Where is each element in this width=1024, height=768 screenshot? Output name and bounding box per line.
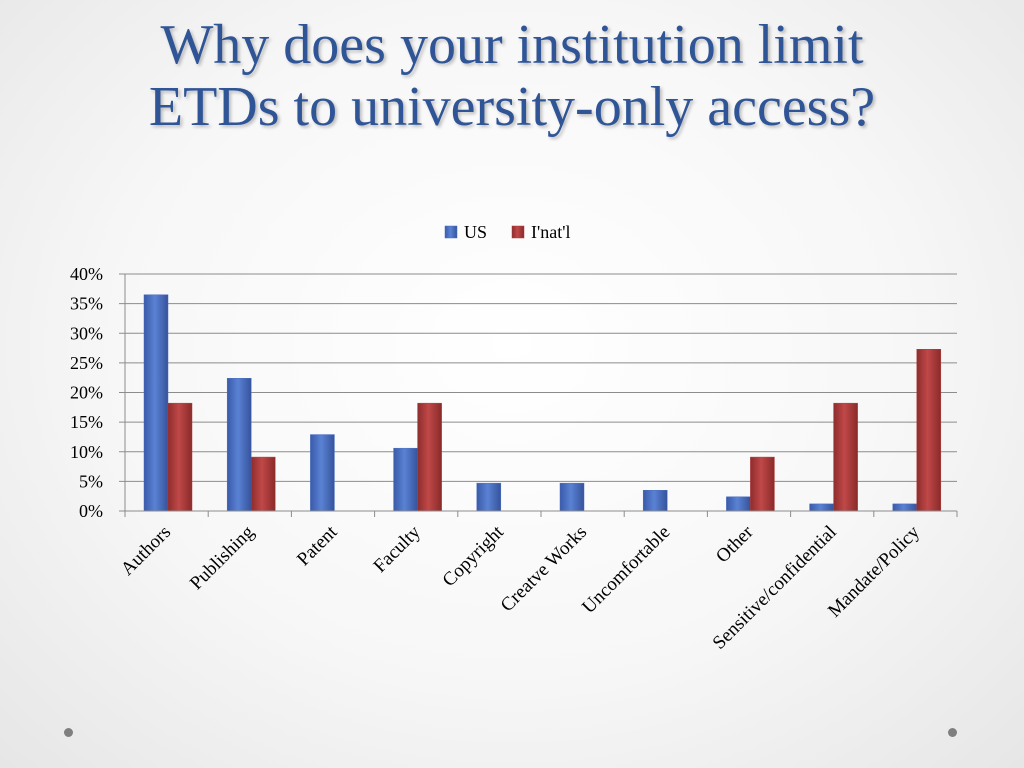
- x-tick-label: Creatve Works: [497, 522, 591, 616]
- x-tick-label: Patent: [293, 521, 342, 570]
- slide-dot-right: [948, 728, 957, 737]
- bar-us: [559, 482, 585, 512]
- title-line-2: ETDs to university-only access?: [148, 76, 876, 138]
- y-tick-label: 15%: [70, 412, 103, 432]
- bar-us: [476, 482, 502, 512]
- chart-bars: [143, 294, 942, 512]
- x-tick-label: Copyright: [439, 521, 509, 591]
- bar-us: [726, 496, 751, 512]
- chart-gridlines: [125, 273, 957, 482]
- bar-us: [226, 378, 252, 512]
- x-tick-label: Authors: [117, 522, 175, 580]
- bar-us: [642, 490, 668, 512]
- bar-intl: [916, 348, 942, 512]
- x-tick-label: Other: [712, 521, 758, 567]
- y-tick-label: 35%: [70, 294, 103, 314]
- bar-intl: [250, 456, 276, 512]
- bar-us: [143, 294, 169, 512]
- legend-label: I'nat'l: [531, 222, 570, 242]
- x-tick-label: Faculty: [370, 521, 426, 577]
- bar-us: [393, 447, 418, 512]
- x-tick-label: Publishing: [186, 521, 259, 594]
- slide-dot-left: [64, 728, 73, 737]
- legend-label: US: [464, 222, 487, 242]
- y-tick-label: 25%: [70, 353, 103, 373]
- x-tick-label: Uncomfortable: [578, 522, 674, 618]
- y-tick-label: 30%: [70, 323, 103, 343]
- bar-us: [310, 434, 335, 512]
- y-tick-label: 5%: [79, 471, 103, 491]
- legend-swatch: [444, 225, 458, 239]
- chart-legend: US I'nat'l: [444, 222, 570, 242]
- bar-intl: [750, 456, 775, 512]
- bar-intl: [833, 402, 858, 512]
- bar-intl: [167, 402, 193, 512]
- y-tick-label: 40%: [70, 264, 103, 284]
- bar-intl: [417, 402, 442, 512]
- y-tick-label: 10%: [70, 442, 103, 462]
- y-tick-label: 20%: [70, 383, 103, 403]
- legend-swatch: [511, 225, 525, 239]
- y-tick-label: 0%: [79, 501, 103, 521]
- y-axis-ticks: 0% 5% 10% 15% 20% 25% 30% 35% 40%: [70, 264, 125, 521]
- bar-us: [809, 503, 834, 512]
- slide-title: Why does your institution limit ETDs to …: [0, 14, 1024, 138]
- x-axis-ticks: Authors Publishing Patent Faculty CopyrightC…: [117, 511, 958, 654]
- title-line-1: Why does your institution limit: [160, 14, 864, 76]
- bar-us: [892, 503, 918, 512]
